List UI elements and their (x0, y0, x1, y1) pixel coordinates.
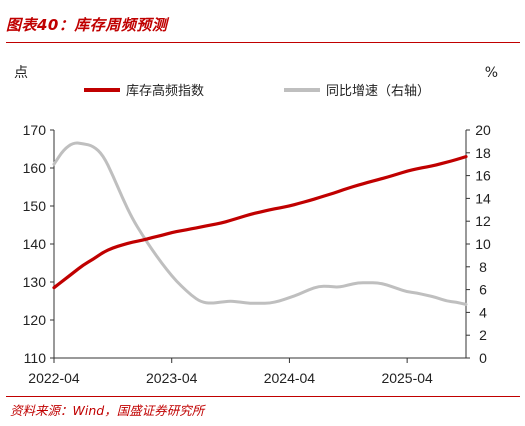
left-tick-label: 150 (23, 198, 47, 214)
right-tick-label: 14 (475, 190, 491, 206)
legend-label-yoy: 同比增速（右轴） (326, 84, 430, 99)
left-tick-label: 170 (23, 122, 47, 138)
right-tick-label: 2 (479, 327, 487, 343)
title-divider (6, 42, 520, 43)
right-tick-label: 0 (479, 350, 487, 366)
right-tick-label: 12 (475, 213, 491, 229)
left-tick-label: 130 (23, 274, 47, 290)
chart-axes: 110 120 130 140 150 160 170 0 2 4 6 8 10 12 14 16 18 20 20… (23, 122, 491, 386)
x-tick-label: 2025-04 (381, 370, 433, 386)
series-line-index (52, 155, 468, 290)
x-tick-label: 2022-04 (28, 370, 80, 386)
left-tick-label: 160 (23, 160, 47, 176)
right-tick-label: 8 (479, 259, 487, 275)
figure-title: 图表40：库存周频预测 (6, 16, 168, 34)
chart-series (52, 141, 468, 306)
series-line-yoy (52, 141, 468, 306)
right-tick-label: 18 (475, 145, 491, 161)
chart-legend: 库存高频指数 同比增速（右轴） (84, 83, 430, 99)
x-tick-label: 2023-04 (146, 370, 198, 386)
right-tick-label: 20 (475, 122, 491, 138)
legend-label-index: 库存高频指数 (126, 83, 204, 99)
right-tick-label: 4 (479, 304, 487, 320)
left-tick-label: 110 (24, 350, 47, 366)
left-axis-unit: 点 (14, 65, 28, 81)
x-tick-label: 2024-04 (264, 370, 316, 386)
left-tick-label: 120 (23, 312, 47, 328)
right-tick-label: 16 (475, 168, 491, 184)
source-note: 资料来源：Wind，国盛证券研究所 (10, 403, 205, 418)
right-tick-label: 10 (475, 236, 491, 252)
right-axis-unit: % (485, 65, 498, 81)
left-tick-label: 140 (23, 236, 47, 252)
source-divider (6, 396, 520, 397)
right-tick-label: 6 (479, 282, 487, 298)
